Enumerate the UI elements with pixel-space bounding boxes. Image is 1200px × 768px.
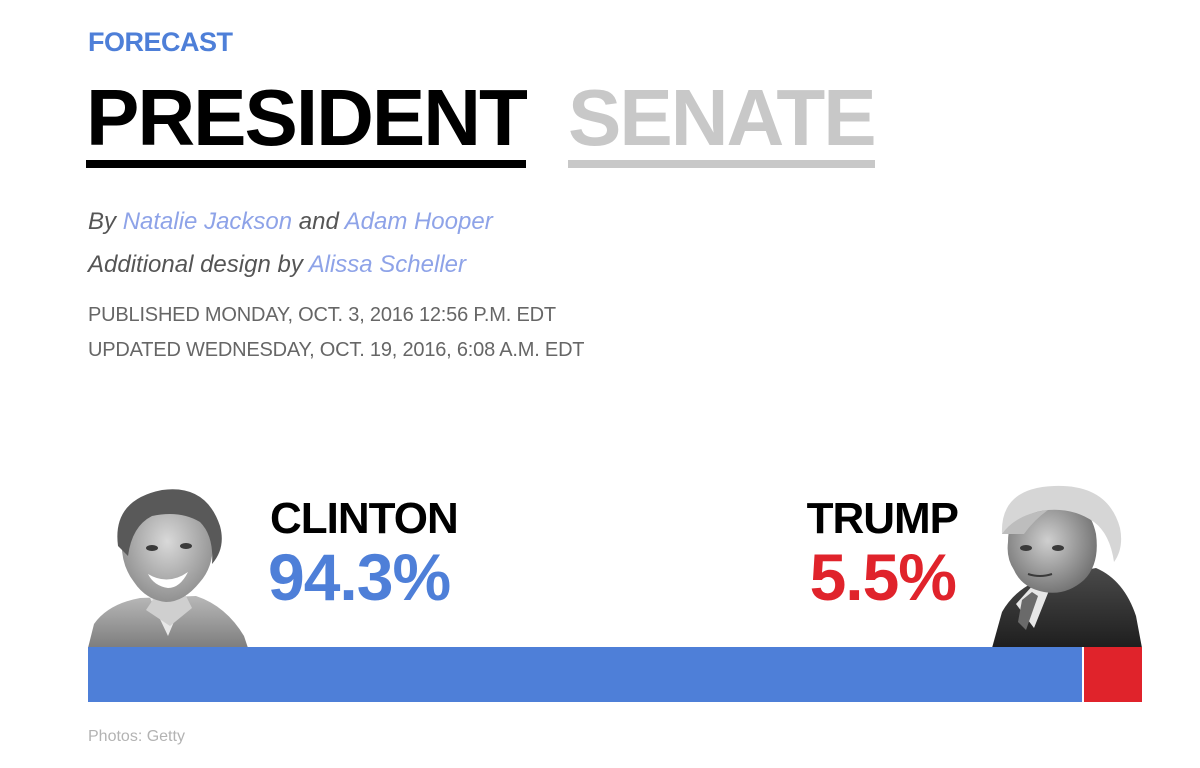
tab-senate[interactable]: SENATE	[568, 76, 877, 168]
designer-link-alissa-scheller[interactable]: Alissa Scheller	[308, 251, 467, 278]
byline-joiner: and	[298, 208, 339, 235]
photo-credit: Photos: Getty	[88, 728, 185, 745]
probability-bar-trump	[1084, 647, 1142, 702]
tab-president[interactable]: PRESIDENT	[86, 76, 528, 168]
section-kicker: FORECAST	[88, 27, 233, 57]
byline-authors: By Natalie Jackson and Adam Hooper	[88, 207, 493, 237]
byline-prefix: By	[88, 208, 117, 235]
updated-timestamp: UPDATED WEDNESDAY, OCT. 19, 2016, 6:08 A…	[88, 339, 585, 361]
design-prefix: Additional design by	[88, 251, 303, 278]
author-link-adam-hooper[interactable]: Adam Hooper	[344, 208, 493, 235]
author-link-natalie-jackson[interactable]: Natalie Jackson	[122, 208, 293, 235]
candidate-pct-trump: 5.5%	[809, 540, 957, 614]
probability-bar-gap	[1081, 647, 1085, 702]
clinton-photo	[88, 489, 248, 648]
candidate-name-clinton: CLINTON	[270, 494, 459, 543]
probability-bar-clinton	[88, 647, 1082, 702]
candidate-pct-clinton: 94.3%	[268, 540, 451, 614]
trump-photo	[992, 485, 1142, 648]
published-timestamp: PUBLISHED MONDAY, OCT. 3, 2016 12:56 P.M…	[88, 304, 556, 326]
candidate-name-trump: TRUMP	[806, 494, 959, 543]
probability-bar	[88, 647, 1142, 702]
byline-design: Additional design by Alissa Scheller	[88, 250, 466, 280]
